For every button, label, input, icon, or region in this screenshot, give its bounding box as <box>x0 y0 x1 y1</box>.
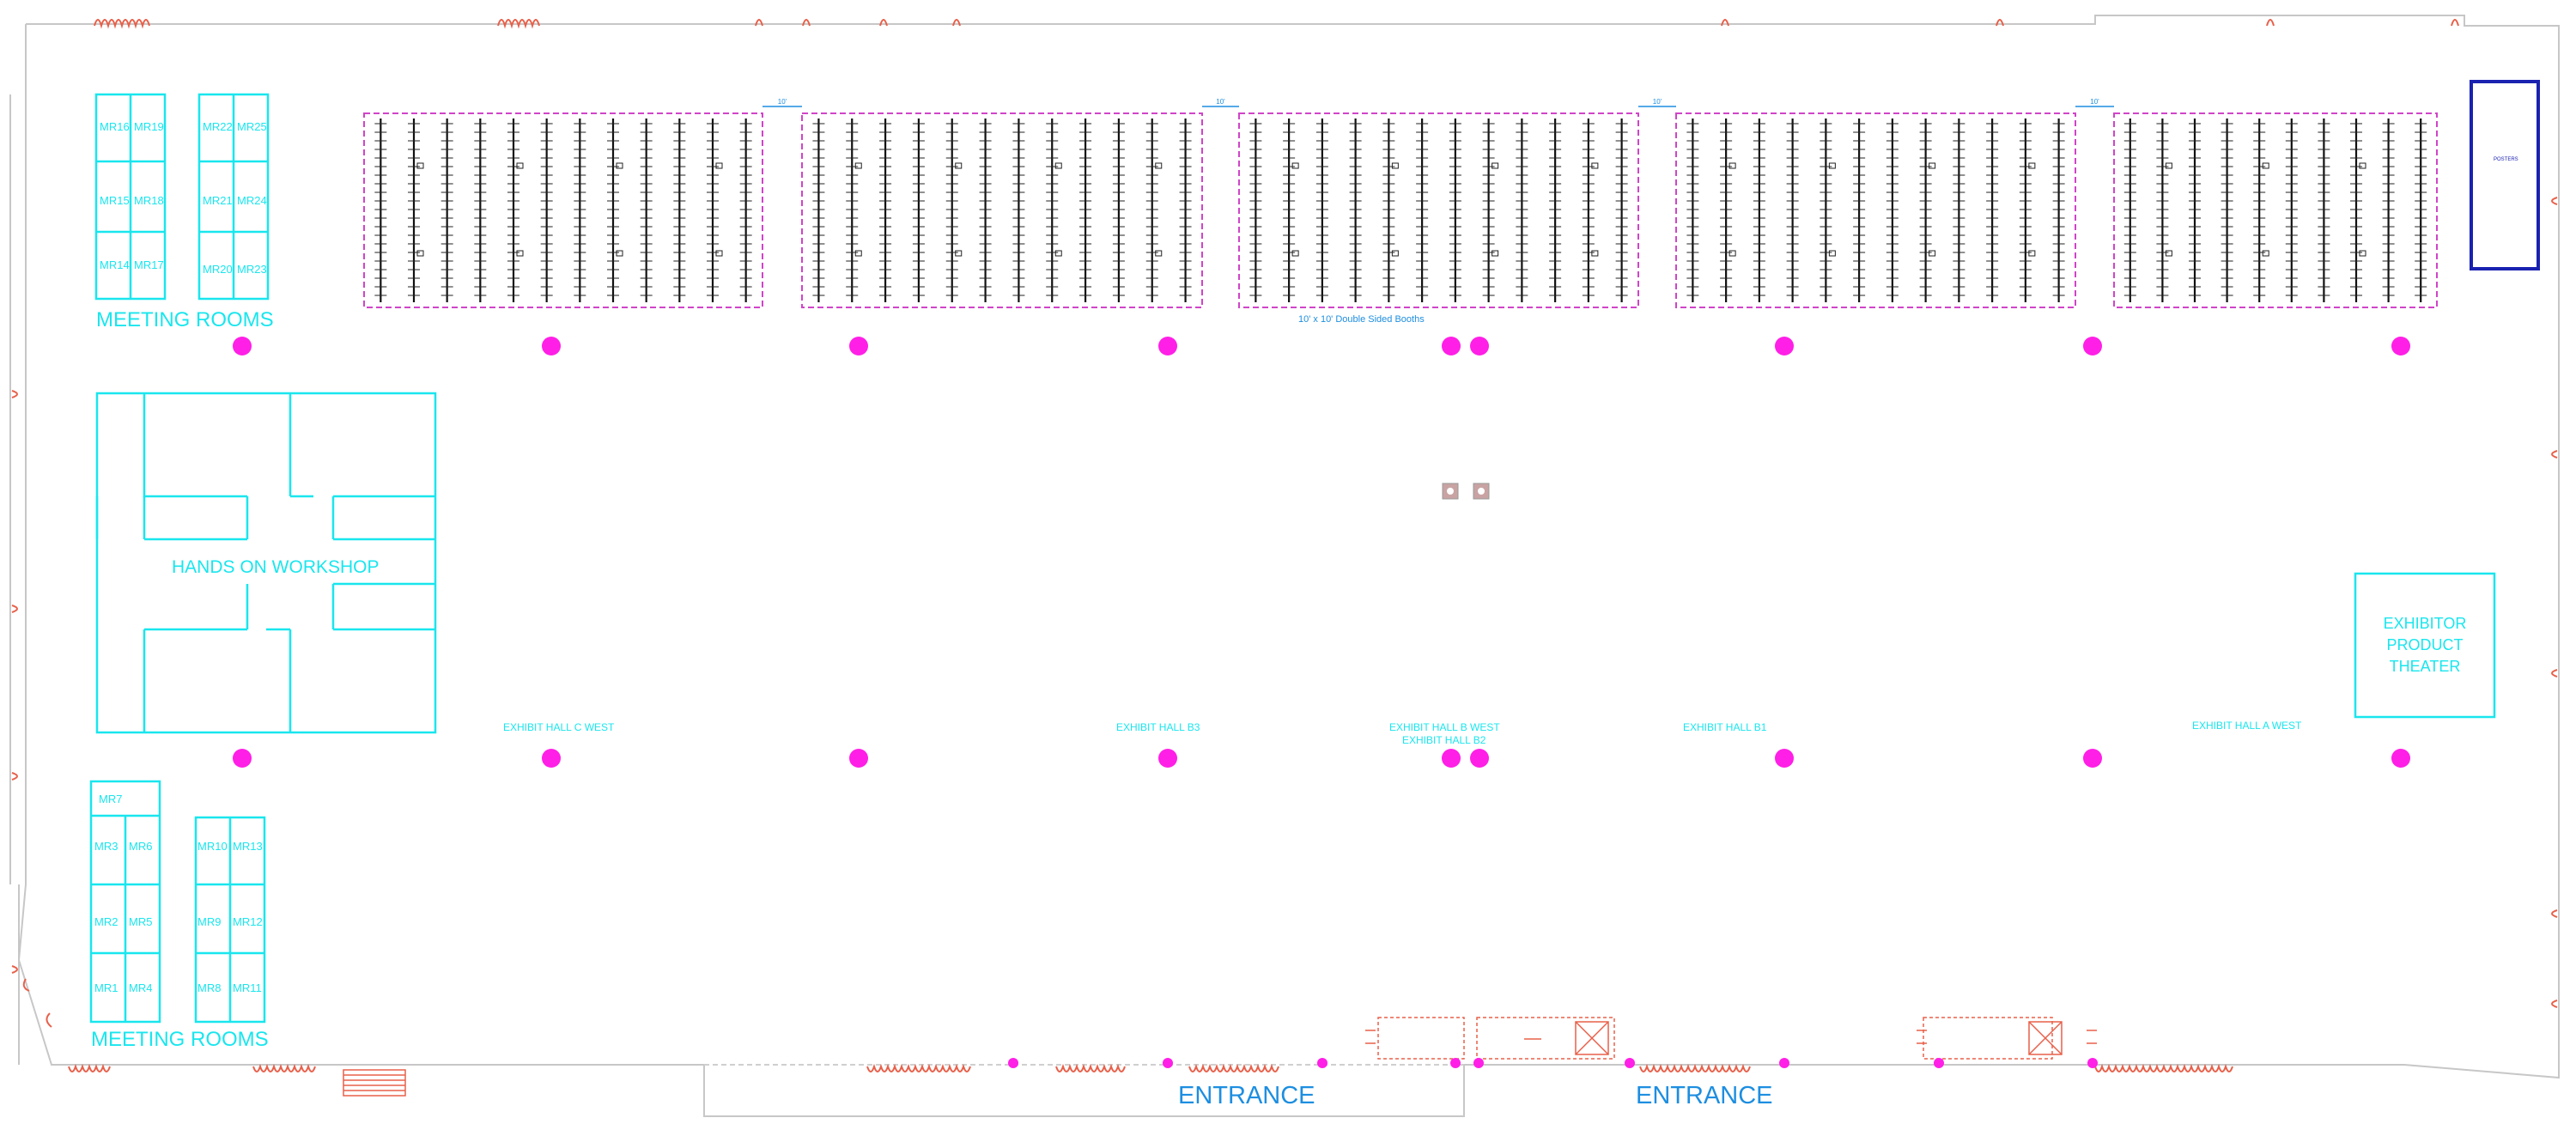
booth-block <box>2113 112 2438 308</box>
column-dot <box>849 337 868 355</box>
door-column-dot <box>1934 1058 1944 1068</box>
column-dot <box>1775 749 1794 768</box>
center-fixtures <box>1442 483 1490 500</box>
column-dot <box>1775 337 1794 355</box>
room-label: MR20 <box>203 263 233 276</box>
room-label: MR24 <box>237 194 267 207</box>
hands-on-workshop-title: HANDS ON WORKSHOP <box>172 557 380 577</box>
room-label: MR13 <box>233 840 263 853</box>
room-label: MR8 <box>197 981 221 994</box>
room-label: MR11 <box>233 981 262 994</box>
column-dot <box>542 337 561 355</box>
column-dot <box>233 749 252 768</box>
room-label: MR22 <box>203 120 233 133</box>
column-dot <box>1470 749 1489 768</box>
dimension-label: 10' <box>2090 98 2099 106</box>
column-dot <box>1158 337 1177 355</box>
booth-area: 10' 10' 10' 10' <box>363 98 2438 308</box>
building-walls <box>9 15 2560 1117</box>
room-label: MR23 <box>237 263 267 276</box>
column-dot <box>2083 337 2102 355</box>
stairs <box>343 1069 406 1097</box>
hall-label-c-west: EXHIBIT HALL C WEST <box>503 721 615 733</box>
meeting-rooms-top-title: MEETING ROOMS <box>96 308 274 331</box>
room-label: MR16 <box>100 120 130 133</box>
column-dot <box>1442 337 1461 355</box>
door-column-dot <box>1008 1058 1018 1068</box>
room-label: MR10 <box>197 840 228 853</box>
column-dot <box>1442 749 1461 768</box>
column-dot <box>2083 749 2102 768</box>
door-column-dot <box>1163 1058 1173 1068</box>
aisle-note: 10' x 10' Double Sided Booths <box>1298 314 1425 325</box>
meeting-rooms-bottom-title: MEETING ROOMS <box>91 1028 269 1051</box>
dimension-label: 10' <box>778 98 787 106</box>
hall-label-b-west: EXHIBIT HALL B WEST <box>1389 721 1500 733</box>
column-dot <box>1158 749 1177 768</box>
room-label: MR12 <box>233 915 263 928</box>
theater-label-line2: PRODUCT <box>2387 636 2464 653</box>
door-column-dot <box>1625 1058 1635 1068</box>
lobby-fixtures <box>1365 1017 2097 1060</box>
room-label: MR7 <box>99 793 122 805</box>
booth-block <box>1238 112 1639 308</box>
booth-block <box>801 112 1203 308</box>
building-columns <box>233 337 2410 1068</box>
booth-block <box>1675 112 2076 308</box>
hall-label-a-west: EXHIBIT HALL A WEST <box>2192 720 2302 732</box>
meeting-room-labels-bottom: MR7 MR3 MR6 MR2 MR5 MR1 MR4 MR10 MR13 MR… <box>94 793 263 994</box>
room-label: MR18 <box>134 194 164 207</box>
hall-label-b3: EXHIBIT HALL B3 <box>1116 721 1200 733</box>
door-column-dot <box>1779 1058 1789 1068</box>
dimension-label: 10' <box>1653 98 1662 106</box>
room-label: MR1 <box>94 981 118 994</box>
room-label: MR2 <box>94 915 118 928</box>
meeting-rooms-bottom <box>89 780 266 1024</box>
room-label: MR3 <box>94 840 118 853</box>
hall-label-b2: EXHIBIT HALL B2 <box>1402 734 1486 746</box>
door-column-dot <box>1473 1058 1484 1068</box>
column-dot <box>849 749 868 768</box>
column-dot <box>2391 337 2410 355</box>
theater-label-line1: EXHIBITOR <box>2384 615 2467 632</box>
poster-box-label: POSTERS <box>2494 157 2518 162</box>
column-dot <box>233 337 252 355</box>
room-label: MR5 <box>129 915 152 928</box>
column-dot <box>542 749 561 768</box>
dimension-label: 10' <box>1216 98 1225 106</box>
dimension-marks: 10' 10' 10' 10' <box>762 98 2114 107</box>
meeting-rooms-top <box>94 93 270 301</box>
room-label: MR25 <box>237 120 267 133</box>
door-column-dot <box>1317 1058 1327 1068</box>
top-doors <box>94 19 2459 29</box>
room-label: MR17 <box>134 258 164 271</box>
entrance-right-label: ENTRANCE <box>1636 1082 1773 1109</box>
room-label: MR14 <box>100 258 130 271</box>
meeting-room-labels-top: MR16 MR19 MR15 MR18 MR14 MR17 MR22 MR25 … <box>100 120 267 276</box>
side-doors <box>11 197 2558 1072</box>
room-label: MR9 <box>197 915 221 928</box>
door-column-dot <box>1450 1058 1461 1068</box>
door-column-dot <box>2087 1058 2098 1068</box>
room-label: MR15 <box>100 194 130 207</box>
exhibitor-product-theater: EXHIBITOR PRODUCT THEATER <box>2354 572 2496 719</box>
hands-on-workshop <box>95 392 437 734</box>
poster-box: POSTERS <box>2470 80 2540 270</box>
column-dot <box>2391 749 2410 768</box>
theater-label-line3: THEATER <box>2390 658 2461 675</box>
exhibit-hall-labels: EXHIBIT HALL C WEST EXHIBIT HALL B3 EXHI… <box>503 720 2302 746</box>
room-label: MR4 <box>129 981 152 994</box>
entrance-left-label: ENTRANCE <box>1178 1082 1315 1109</box>
room-label: MR6 <box>129 840 152 853</box>
booth-block <box>363 112 763 308</box>
hall-label-b1: EXHIBIT HALL B1 <box>1683 721 1767 733</box>
room-label: MR21 <box>203 194 233 207</box>
room-label: MR19 <box>134 120 164 133</box>
column-dot <box>1470 337 1489 355</box>
